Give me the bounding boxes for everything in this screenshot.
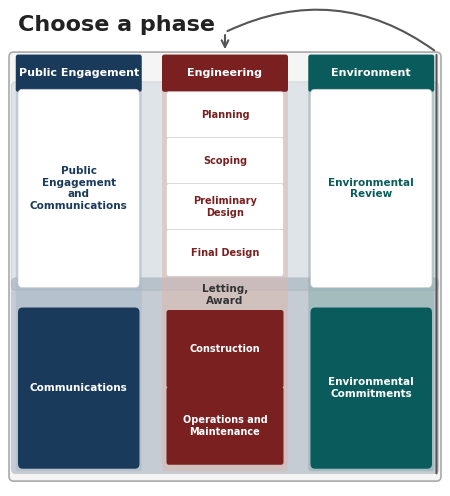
FancyBboxPatch shape bbox=[11, 82, 439, 290]
FancyBboxPatch shape bbox=[308, 87, 434, 471]
Text: Letting,
Award: Letting, Award bbox=[202, 284, 248, 306]
FancyBboxPatch shape bbox=[162, 87, 288, 471]
Text: Scoping: Scoping bbox=[203, 156, 247, 166]
FancyBboxPatch shape bbox=[310, 308, 432, 469]
FancyBboxPatch shape bbox=[162, 55, 288, 92]
Text: Construction: Construction bbox=[190, 344, 260, 354]
Text: Choose a phase: Choose a phase bbox=[18, 15, 215, 35]
FancyBboxPatch shape bbox=[9, 52, 441, 481]
FancyBboxPatch shape bbox=[166, 184, 284, 230]
FancyBboxPatch shape bbox=[166, 92, 284, 139]
FancyBboxPatch shape bbox=[308, 55, 434, 92]
FancyBboxPatch shape bbox=[18, 308, 140, 469]
Text: Final Design: Final Design bbox=[191, 248, 259, 258]
FancyBboxPatch shape bbox=[16, 55, 142, 92]
FancyBboxPatch shape bbox=[166, 310, 284, 388]
Text: Environment: Environment bbox=[332, 68, 411, 78]
Text: Public
Engagement
and
Communications: Public Engagement and Communications bbox=[30, 166, 128, 211]
Text: Operations and
Maintenance: Operations and Maintenance bbox=[183, 415, 267, 436]
FancyBboxPatch shape bbox=[11, 278, 439, 474]
Text: Planning: Planning bbox=[201, 110, 249, 120]
FancyBboxPatch shape bbox=[18, 89, 140, 288]
Text: Engineering: Engineering bbox=[188, 68, 262, 78]
Text: Environmental
Commitments: Environmental Commitments bbox=[328, 377, 414, 399]
Text: Public Engagement: Public Engagement bbox=[18, 68, 139, 78]
Text: Communications: Communications bbox=[30, 383, 128, 393]
FancyBboxPatch shape bbox=[310, 89, 432, 288]
FancyBboxPatch shape bbox=[166, 137, 284, 185]
FancyBboxPatch shape bbox=[16, 87, 142, 471]
Text: Environmental
Review: Environmental Review bbox=[328, 178, 414, 199]
Text: Preliminary
Design: Preliminary Design bbox=[193, 196, 257, 218]
FancyBboxPatch shape bbox=[166, 387, 284, 465]
FancyBboxPatch shape bbox=[166, 230, 284, 276]
